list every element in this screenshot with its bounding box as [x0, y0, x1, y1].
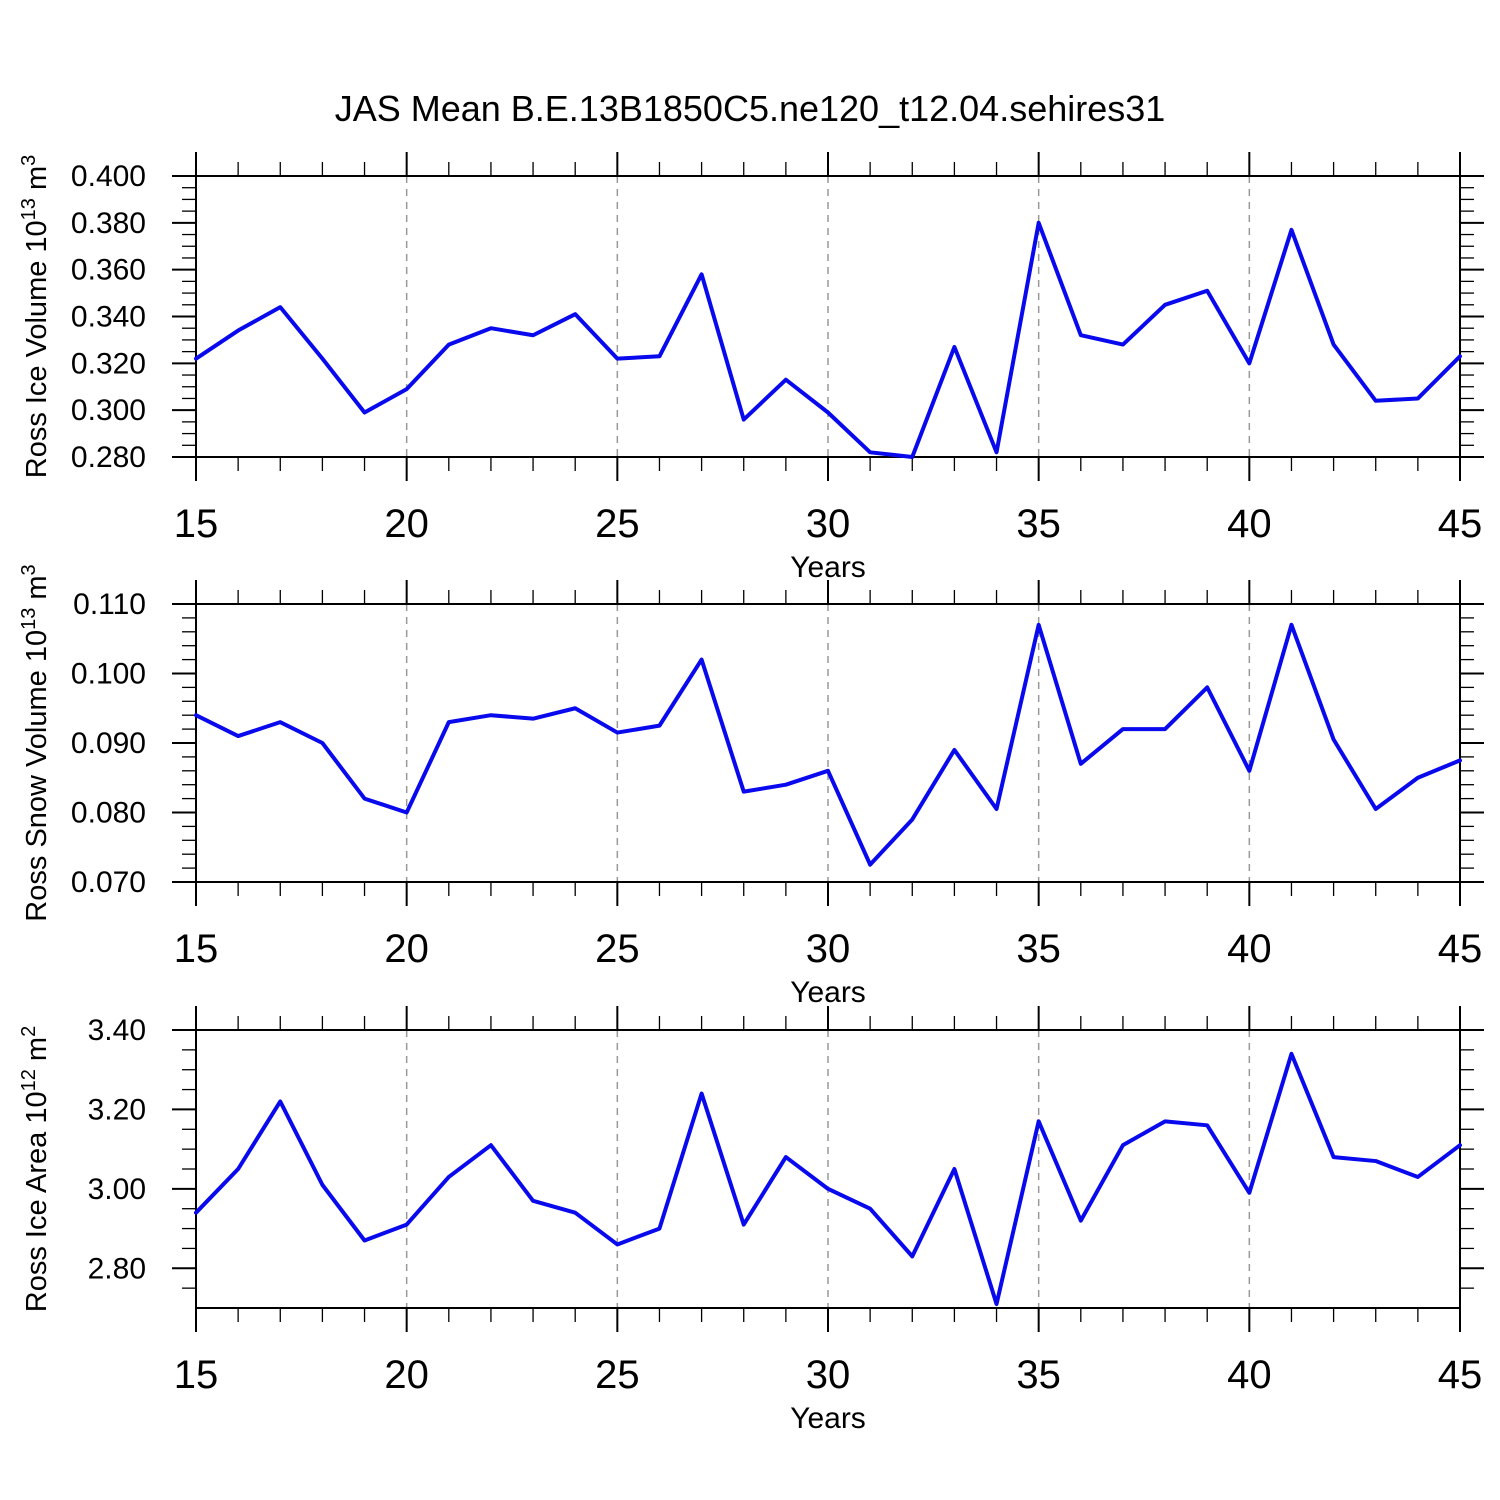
y-axis-title: Ross Ice Area 1012 m2 — [18, 1026, 53, 1312]
x-tick-label: 45 — [1438, 502, 1483, 546]
x-ticks — [195, 1006, 1461, 1332]
x-tick-label: 20 — [384, 927, 429, 971]
x-ticks — [195, 152, 1461, 481]
x-tick-label: 20 — [384, 502, 429, 546]
data-line — [194, 1051, 1462, 1307]
x-tick-label: 45 — [1438, 927, 1483, 971]
y-tick-label: 0.280 — [71, 441, 146, 474]
y-axis-title: Ross Ice Volume 1013 m3 — [18, 155, 53, 479]
x-tick-label: 15 — [174, 1353, 219, 1397]
y-tick-label: 2.80 — [88, 1252, 146, 1285]
chart-ross-snow-volume: 0.070 0.080 0.090 0.100 0.110 15 20 25 30 35 40 45 Y… — [18, 564, 1484, 1009]
x-tick-label: 15 — [174, 502, 219, 546]
x-tick-label: 35 — [1016, 927, 1061, 971]
y-tick-label: 0.360 — [71, 254, 146, 287]
x-tick-label: 40 — [1227, 1353, 1272, 1397]
y-tick-labels: 0.280 0.300 0.320 0.340 0.360 0.380 0.400 — [71, 160, 146, 474]
x-tick-label: 30 — [806, 927, 851, 971]
x-tick-label: 35 — [1016, 1353, 1061, 1397]
figure-title: JAS Mean B.E.13B1850C5.ne120_t12.04.sehi… — [334, 88, 1166, 129]
y-axis-title: Ross Snow Volume 1013 m3 — [18, 564, 53, 921]
chart-ross-ice-volume: 0.280 0.300 0.320 0.340 0.360 0.380 0.400 15 20 2… — [18, 152, 1484, 584]
y-tick-label: 0.400 — [71, 160, 146, 193]
y-tick-label: 0.340 — [71, 301, 146, 334]
y-tick-label: 3.00 — [88, 1173, 146, 1206]
x-tick-label: 25 — [595, 1353, 640, 1397]
data-line — [194, 622, 1462, 867]
y-tick-label: 3.40 — [88, 1014, 146, 1047]
x-tick-label: 40 — [1227, 502, 1272, 546]
x-tick-labels: 15 20 25 30 35 40 45 — [174, 502, 1483, 546]
x-axis-title: Years — [790, 976, 866, 1009]
gridlines — [405, 1030, 1251, 1308]
y-tick-label: 3.20 — [88, 1093, 146, 1126]
data-line — [194, 220, 1462, 459]
x-tick-label: 15 — [174, 927, 219, 971]
y-tick-labels: 0.070 0.080 0.090 0.100 0.110 — [71, 588, 146, 899]
y-tick-labels: 2.80 3.00 3.20 3.40 — [88, 1014, 146, 1285]
y-tick-label: 0.110 — [73, 588, 146, 621]
x-axis-title: Years — [790, 551, 866, 584]
x-ticks — [195, 580, 1461, 906]
y-tick-label: 0.300 — [71, 394, 146, 427]
y-ticks — [172, 1029, 1484, 1289]
x-tick-label: 30 — [806, 502, 851, 546]
y-tick-label: 0.320 — [71, 347, 146, 380]
gridlines — [405, 604, 1251, 882]
x-tick-label: 45 — [1438, 1353, 1483, 1397]
y-ticks — [172, 603, 1484, 883]
y-tick-label: 0.080 — [71, 797, 146, 830]
x-tick-labels: 15 20 25 30 35 40 45 — [174, 1353, 1483, 1397]
x-tick-label: 25 — [595, 502, 640, 546]
x-tick-label: 20 — [384, 1353, 429, 1397]
x-tick-label: 40 — [1227, 927, 1272, 971]
x-tick-labels: 15 20 25 30 35 40 45 — [174, 927, 1483, 971]
x-tick-label: 35 — [1016, 502, 1061, 546]
y-tick-label: 0.090 — [71, 727, 146, 760]
chart-ross-ice-area: 2.80 3.00 3.20 3.40 15 20 25 30 35 40 45 Years Ross … — [18, 1006, 1484, 1435]
y-tick-label: 0.380 — [71, 207, 146, 240]
x-axis-title: Years — [790, 1402, 866, 1435]
x-tick-label: 25 — [595, 927, 640, 971]
y-tick-label: 0.070 — [71, 866, 146, 899]
y-ticks — [172, 175, 1484, 458]
x-tick-label: 30 — [806, 1353, 851, 1397]
y-tick-label: 0.100 — [71, 658, 146, 691]
